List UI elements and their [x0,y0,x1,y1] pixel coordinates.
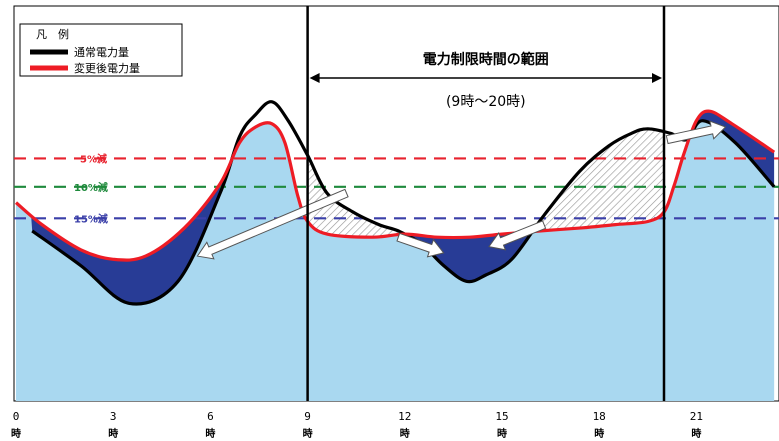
x-tick-label-3: 3 [110,410,117,423]
legend: 凡 例 通常電力量 変更後電力量 [19,23,183,77]
level-label-15pct: 15%減 [74,212,108,225]
x-tick-unit-3: 時 [108,427,118,440]
level-label-10pct: 10%減 [74,181,108,194]
x-axis-ticks: 0 時 3 時 6 時 9 時 12 時 15 時 18 時 21 時 [11,410,703,440]
x-tick-label-6: 6 [207,410,214,423]
shift-arrow-3 [665,120,727,145]
legend-label-changed: 変更後電力量 [74,61,140,75]
period-subtitle: (9時～20時) [446,94,526,110]
period-arrow-right-head [652,73,662,83]
x-tick-unit-18: 時 [594,427,604,440]
shift-arrow-0 [196,188,349,260]
x-tick-label-0: 0 [13,410,20,423]
x-tick-unit-15: 時 [497,427,507,440]
x-tick-label-21: 21 [690,410,703,423]
period-title: 電力制限時間の範囲 [423,51,549,68]
legend-label-normal: 通常電力量 [74,46,129,59]
series-changed-usage-line [14,109,776,262]
x-tick-label-12: 12 [398,410,411,423]
shift-arrow-2 [488,220,547,251]
period-fill-cover [307,212,664,401]
x-tick-unit-21: 時 [691,427,701,440]
x-tick-unit-0: 時 [11,427,21,440]
x-tick-label-9: 9 [304,410,311,423]
legend-title: 凡 例 [36,27,69,41]
x-tick-label-18: 18 [593,410,606,423]
x-tick-unit-9: 時 [303,427,313,440]
shift-arrow-1 [396,232,445,258]
period-arrow-left-head [309,73,320,83]
x-tick-unit-12: 時 [400,427,410,440]
x-tick-unit-6: 時 [205,427,215,440]
x-tick-label-15: 15 [495,410,508,423]
level-label-5pct: 5%減 [80,153,107,166]
